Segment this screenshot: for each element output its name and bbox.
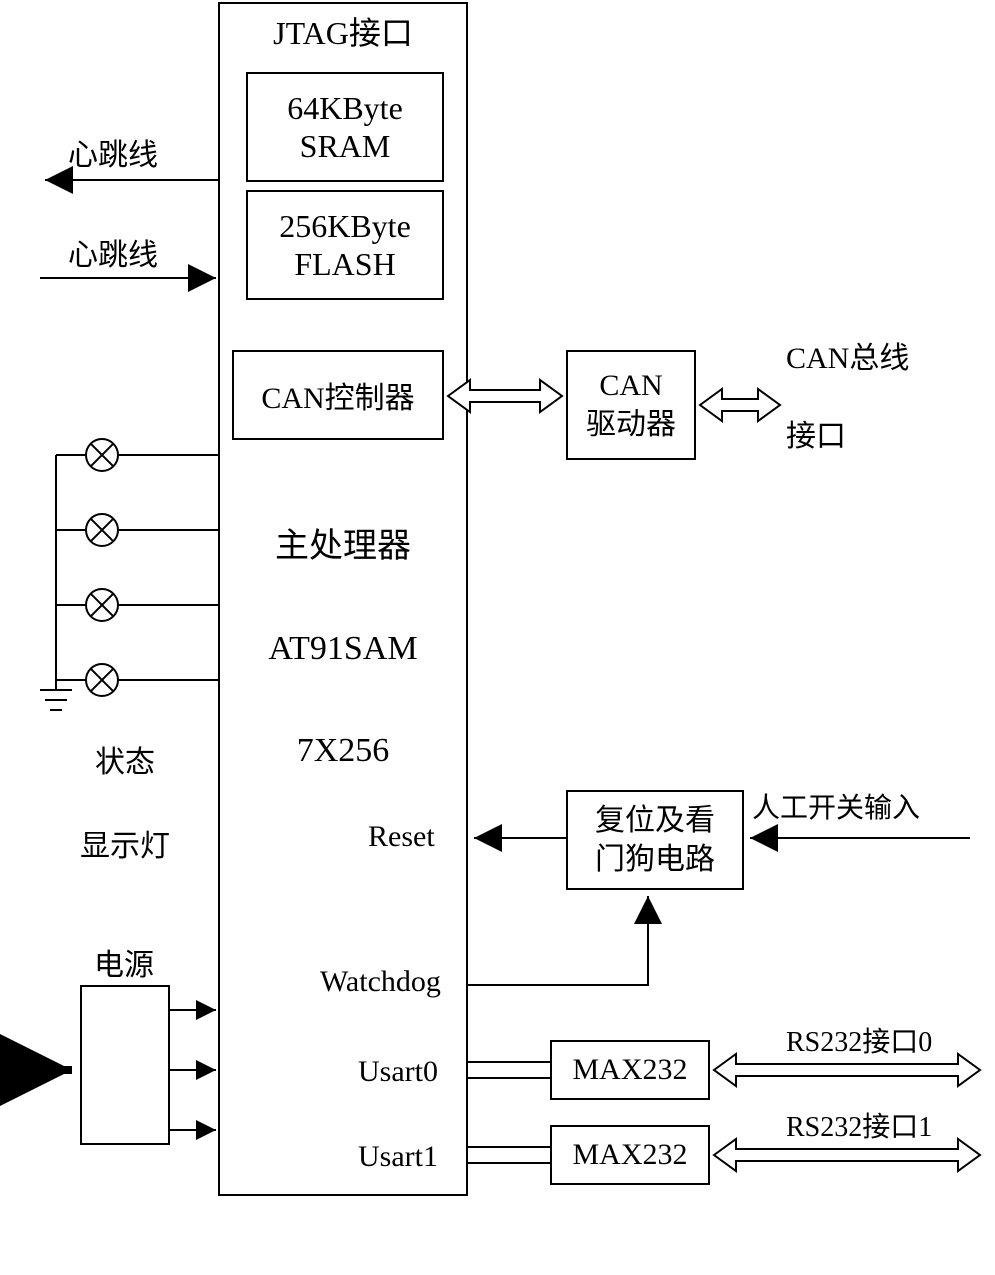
can-bus-line2: 接口 xyxy=(786,420,846,453)
proc-line1: 主处理器 xyxy=(275,528,411,565)
led-2 xyxy=(56,514,218,546)
status-line1: 状态 xyxy=(95,746,155,779)
usart0-label: Usart0 xyxy=(358,1055,438,1089)
heartbeat-in-label: 心跳线 xyxy=(68,230,158,274)
status-leds xyxy=(40,439,218,710)
reset-watchdog-box: 复位及看 门狗电路 xyxy=(566,790,744,890)
flash-box: 256KByte FLASH xyxy=(246,190,444,300)
max232-0-box: MAX232 xyxy=(550,1040,710,1100)
sram-box: 64KByte SRAM xyxy=(246,72,444,182)
heartbeat-out-label: 心跳线 xyxy=(68,130,158,174)
can-driver-line1: CAN xyxy=(599,366,662,405)
diagram-canvas: JTAG接口 64KByte SRAM 256KByte FLASH CAN控制… xyxy=(0,0,995,1275)
can-controller-label: CAN控制器 xyxy=(261,373,414,417)
max232-0-label: MAX232 xyxy=(572,1053,687,1087)
flash-line2: FLASH xyxy=(294,245,395,283)
proc-line3: 7X256 xyxy=(297,732,390,769)
rs232-0-label: RS232接口0 xyxy=(786,1020,932,1060)
can-controller-box: CAN控制器 xyxy=(232,350,444,440)
usart1-label: Usart1 xyxy=(358,1140,438,1174)
led-1 xyxy=(56,439,218,471)
rs232-1-label: RS232接口1 xyxy=(786,1105,932,1145)
can-bus-line1: CAN总线 xyxy=(786,342,909,375)
max232-1-box: MAX232 xyxy=(550,1125,710,1185)
max232-1-label: MAX232 xyxy=(572,1138,687,1172)
rw-line1: 复位及看 xyxy=(595,801,715,840)
can-driver-bus-arrow xyxy=(700,389,780,421)
flash-line1: 256KByte xyxy=(279,207,411,245)
jtag-title: JTAG接口 xyxy=(218,8,468,54)
manual-switch-label: 人工开关输入 xyxy=(752,786,920,826)
can-driver-box: CAN 驱动器 xyxy=(566,350,696,460)
watchdog-arrow xyxy=(468,896,648,985)
led-4 xyxy=(56,664,218,696)
watchdog-label: Watchdog xyxy=(320,965,441,999)
reset-label: Reset xyxy=(368,820,435,854)
sram-line1: 64KByte xyxy=(287,89,403,127)
can-driver-line2: 驱动器 xyxy=(586,405,676,444)
can-bus-label: CAN总线 接口 xyxy=(786,300,909,456)
status-line2: 显示灯 xyxy=(80,830,170,863)
sram-line2: SRAM xyxy=(300,127,391,165)
power-label: 电源 xyxy=(94,940,154,984)
rw-line2: 门狗电路 xyxy=(595,840,715,879)
power-box xyxy=(80,985,170,1145)
main-processor-label: 主处理器 AT91SAM 7X256 xyxy=(230,470,456,776)
proc-line2: AT91SAM xyxy=(268,630,417,667)
led-3 xyxy=(56,589,218,621)
status-lights-label: 状态 显示灯 xyxy=(80,700,170,868)
